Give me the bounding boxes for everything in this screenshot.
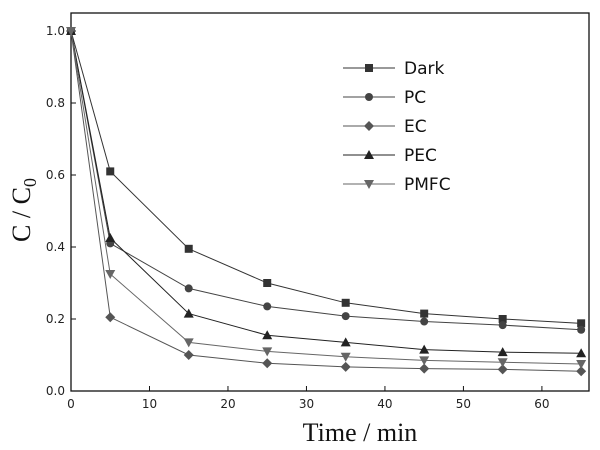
data-point-pmfc [497, 358, 508, 368]
x-tick-label: 40 [377, 397, 392, 411]
data-point-pmfc [183, 338, 194, 348]
data-point-pc [341, 312, 350, 321]
series-line-pec [70, 30, 582, 354]
data-point-dark [420, 309, 429, 318]
data-point-dark [577, 319, 586, 328]
legend-marker-dark [365, 64, 373, 72]
data-point-pc [184, 284, 193, 293]
data-point-ec [576, 366, 587, 377]
series-pec [66, 26, 587, 358]
data-point-pc [263, 302, 272, 311]
data-point-pec [419, 344, 430, 354]
data-point-pec [262, 330, 273, 340]
data-point-pmfc [419, 356, 430, 366]
data-point-pec [576, 348, 587, 358]
series-pc [67, 27, 586, 334]
legend-marker-pec [364, 150, 374, 159]
legend-marker-ec [364, 121, 374, 131]
data-point-pmfc [340, 352, 351, 362]
y-tick-label: 0.2 [46, 312, 65, 326]
x-tick-label: 20 [220, 397, 235, 411]
data-point-pc [577, 325, 586, 334]
plot-frame [70, 12, 590, 392]
data-point-pmfc [576, 360, 587, 369]
data-point-pec [105, 233, 116, 242]
axis-ticks: 0 10 20 30 40 50 60 0.0 0.2 0.4 0.6 0.8 1.0 [46, 24, 550, 411]
y-tick-label: 0.4 [46, 240, 65, 254]
data-point-dark [184, 244, 193, 253]
legend-item-pmfc: PMFC [343, 175, 451, 195]
data-point-pec [183, 308, 194, 318]
data-point-pmfc [105, 270, 116, 279]
x-tick-label: 0 [67, 397, 75, 411]
y-axis-title-main: C / C [7, 187, 36, 242]
x-tick-label: 60 [534, 397, 549, 411]
x-tick-label: 30 [299, 397, 314, 411]
data-point-pec [497, 347, 508, 357]
data-point-pec [340, 337, 351, 347]
data-point-ec [105, 312, 116, 323]
data-point-dark [498, 315, 507, 323]
data-point-dark [341, 298, 350, 307]
legend-label-pc: PC [404, 88, 426, 108]
data-point-ec [183, 350, 194, 360]
series-pmfc [66, 27, 587, 369]
y-axis-title-subscript: 0 [20, 178, 40, 187]
legend-marker-pmfc [364, 180, 374, 189]
series-dark [67, 27, 586, 328]
data-point-ec [419, 363, 430, 374]
y-tick-label: 0.8 [46, 96, 65, 110]
y-tick-label: 1.0 [46, 24, 65, 38]
series-line-pmfc [70, 30, 582, 365]
legend: Dark PC EC PEC PMFC [343, 59, 451, 195]
data-point-ec [497, 364, 508, 375]
data-point-ec [262, 358, 273, 369]
data-point-dark [106, 167, 115, 176]
data-point-dark [263, 279, 272, 287]
y-tick-label: 0.0 [46, 384, 65, 398]
series-layer [66, 26, 587, 377]
data-point-pc [498, 321, 507, 330]
series-line-dark [70, 30, 582, 324]
legend-item-ec: EC [343, 117, 427, 137]
legend-marker-pc [365, 93, 373, 101]
legend-item-dark: Dark [343, 59, 444, 79]
data-point-pc [420, 317, 429, 326]
x-tick-label: 50 [456, 397, 471, 411]
data-point-ec [340, 361, 351, 372]
data-point-pmfc [262, 347, 273, 357]
legend-label-dark: Dark [404, 59, 444, 79]
series-ec [66, 26, 587, 377]
data-point-pmfc [66, 27, 76, 36]
y-axis-title: C / C0 [7, 178, 40, 242]
series-line-ec [70, 30, 582, 372]
legend-label-ec: EC [404, 117, 427, 137]
y-tick-label: 0.6 [46, 168, 65, 182]
legend-label-pmfc: PMFC [404, 175, 451, 195]
legend-label-pec: PEC [404, 146, 437, 166]
x-axis-title: Time / min [303, 418, 418, 447]
series-line-pc [70, 30, 582, 331]
x-tick-label: 10 [142, 397, 157, 411]
legend-item-pec: PEC [343, 146, 437, 166]
legend-item-pc: PC [343, 88, 426, 108]
